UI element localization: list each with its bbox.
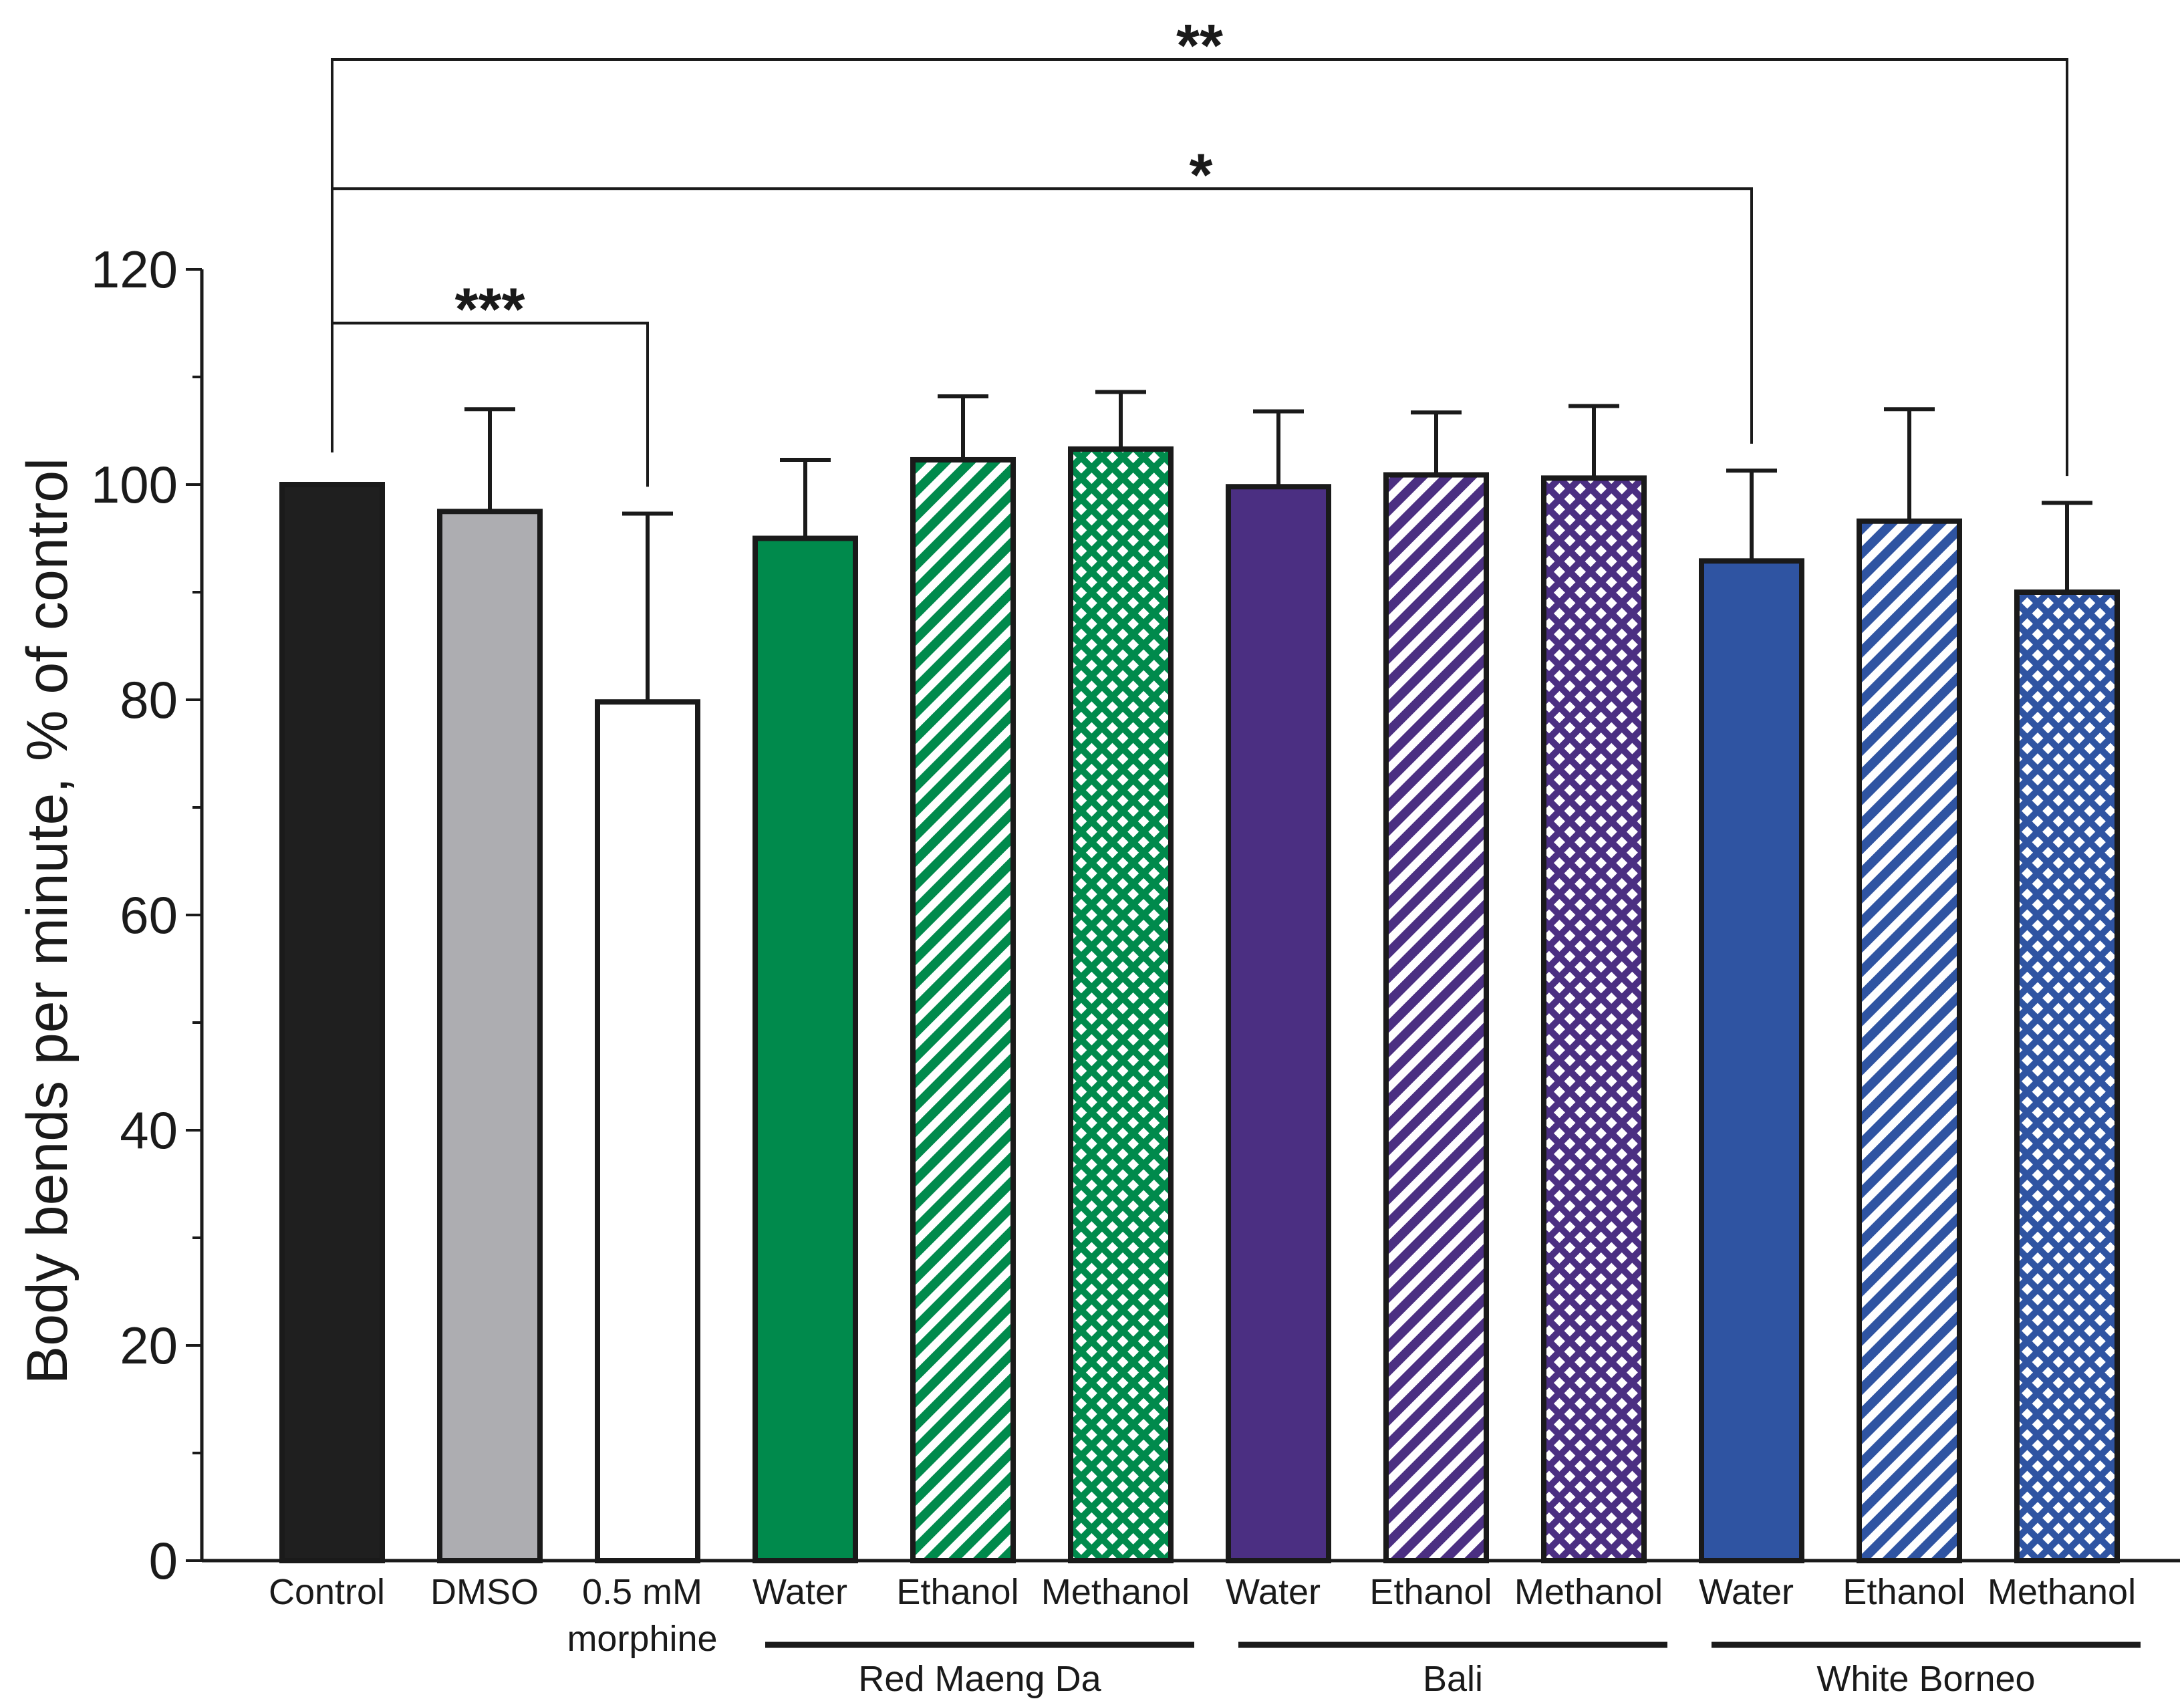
y-tick-label: 0 bbox=[149, 1531, 178, 1590]
y-tick-label: 20 bbox=[120, 1316, 178, 1375]
category-label: Methanol bbox=[1041, 1572, 1190, 1612]
category-label: Water bbox=[753, 1572, 847, 1612]
group-label: Red Maeng Da bbox=[858, 1659, 1101, 1699]
significance-label: * bbox=[1189, 142, 1212, 209]
bar bbox=[2014, 589, 2120, 1563]
y-axis-label: Body bends per minute, % of control bbox=[15, 458, 80, 1384]
bar bbox=[1068, 446, 1174, 1563]
y-tick-label: 120 bbox=[91, 240, 178, 299]
bar bbox=[910, 456, 1016, 1563]
bar bbox=[1699, 558, 1804, 1563]
category-label: Water bbox=[1226, 1572, 1321, 1612]
category-label: Methanol bbox=[1514, 1572, 1663, 1612]
bar bbox=[753, 535, 858, 1563]
category-label: 0.5 mM morphine bbox=[567, 1572, 717, 1659]
y-tick-label: 100 bbox=[91, 455, 178, 514]
group-label: Bali bbox=[1423, 1659, 1483, 1699]
category-label: Methanol bbox=[1988, 1572, 2136, 1612]
significance-label: *** bbox=[454, 277, 525, 344]
group-label: White Borneo bbox=[1816, 1659, 2035, 1699]
bar bbox=[1383, 472, 1489, 1563]
significance-bracket bbox=[331, 58, 2068, 477]
category-labels: Control DMSO 0.5 mM morphine Water Ethanol Met… bbox=[269, 1572, 2136, 1659]
y-tick-label: 60 bbox=[120, 886, 178, 944]
bar bbox=[1226, 484, 1331, 1563]
bars bbox=[279, 390, 2120, 1564]
significance-label: ** bbox=[1176, 13, 1223, 80]
bar bbox=[437, 509, 543, 1563]
y-tick-label: 80 bbox=[120, 670, 178, 729]
bar bbox=[595, 699, 700, 1563]
category-label: Water bbox=[1699, 1572, 1794, 1612]
group-labels: Red Maeng Da Bali White Borneo bbox=[765, 1642, 2141, 1699]
bar bbox=[279, 482, 385, 1563]
category-label: Ethanol bbox=[1369, 1572, 1492, 1612]
category-label: Control bbox=[269, 1572, 385, 1612]
category-label: Ethanol bbox=[1842, 1572, 1965, 1612]
significance-bracket bbox=[331, 187, 1753, 452]
significance-brackets: ****** bbox=[331, 13, 2068, 487]
category-label: Ethanol bbox=[896, 1572, 1018, 1612]
bar bbox=[1857, 518, 1962, 1563]
category-label: DMSO bbox=[430, 1572, 539, 1612]
bar bbox=[1541, 475, 1647, 1564]
y-tick-label: 40 bbox=[120, 1101, 178, 1160]
